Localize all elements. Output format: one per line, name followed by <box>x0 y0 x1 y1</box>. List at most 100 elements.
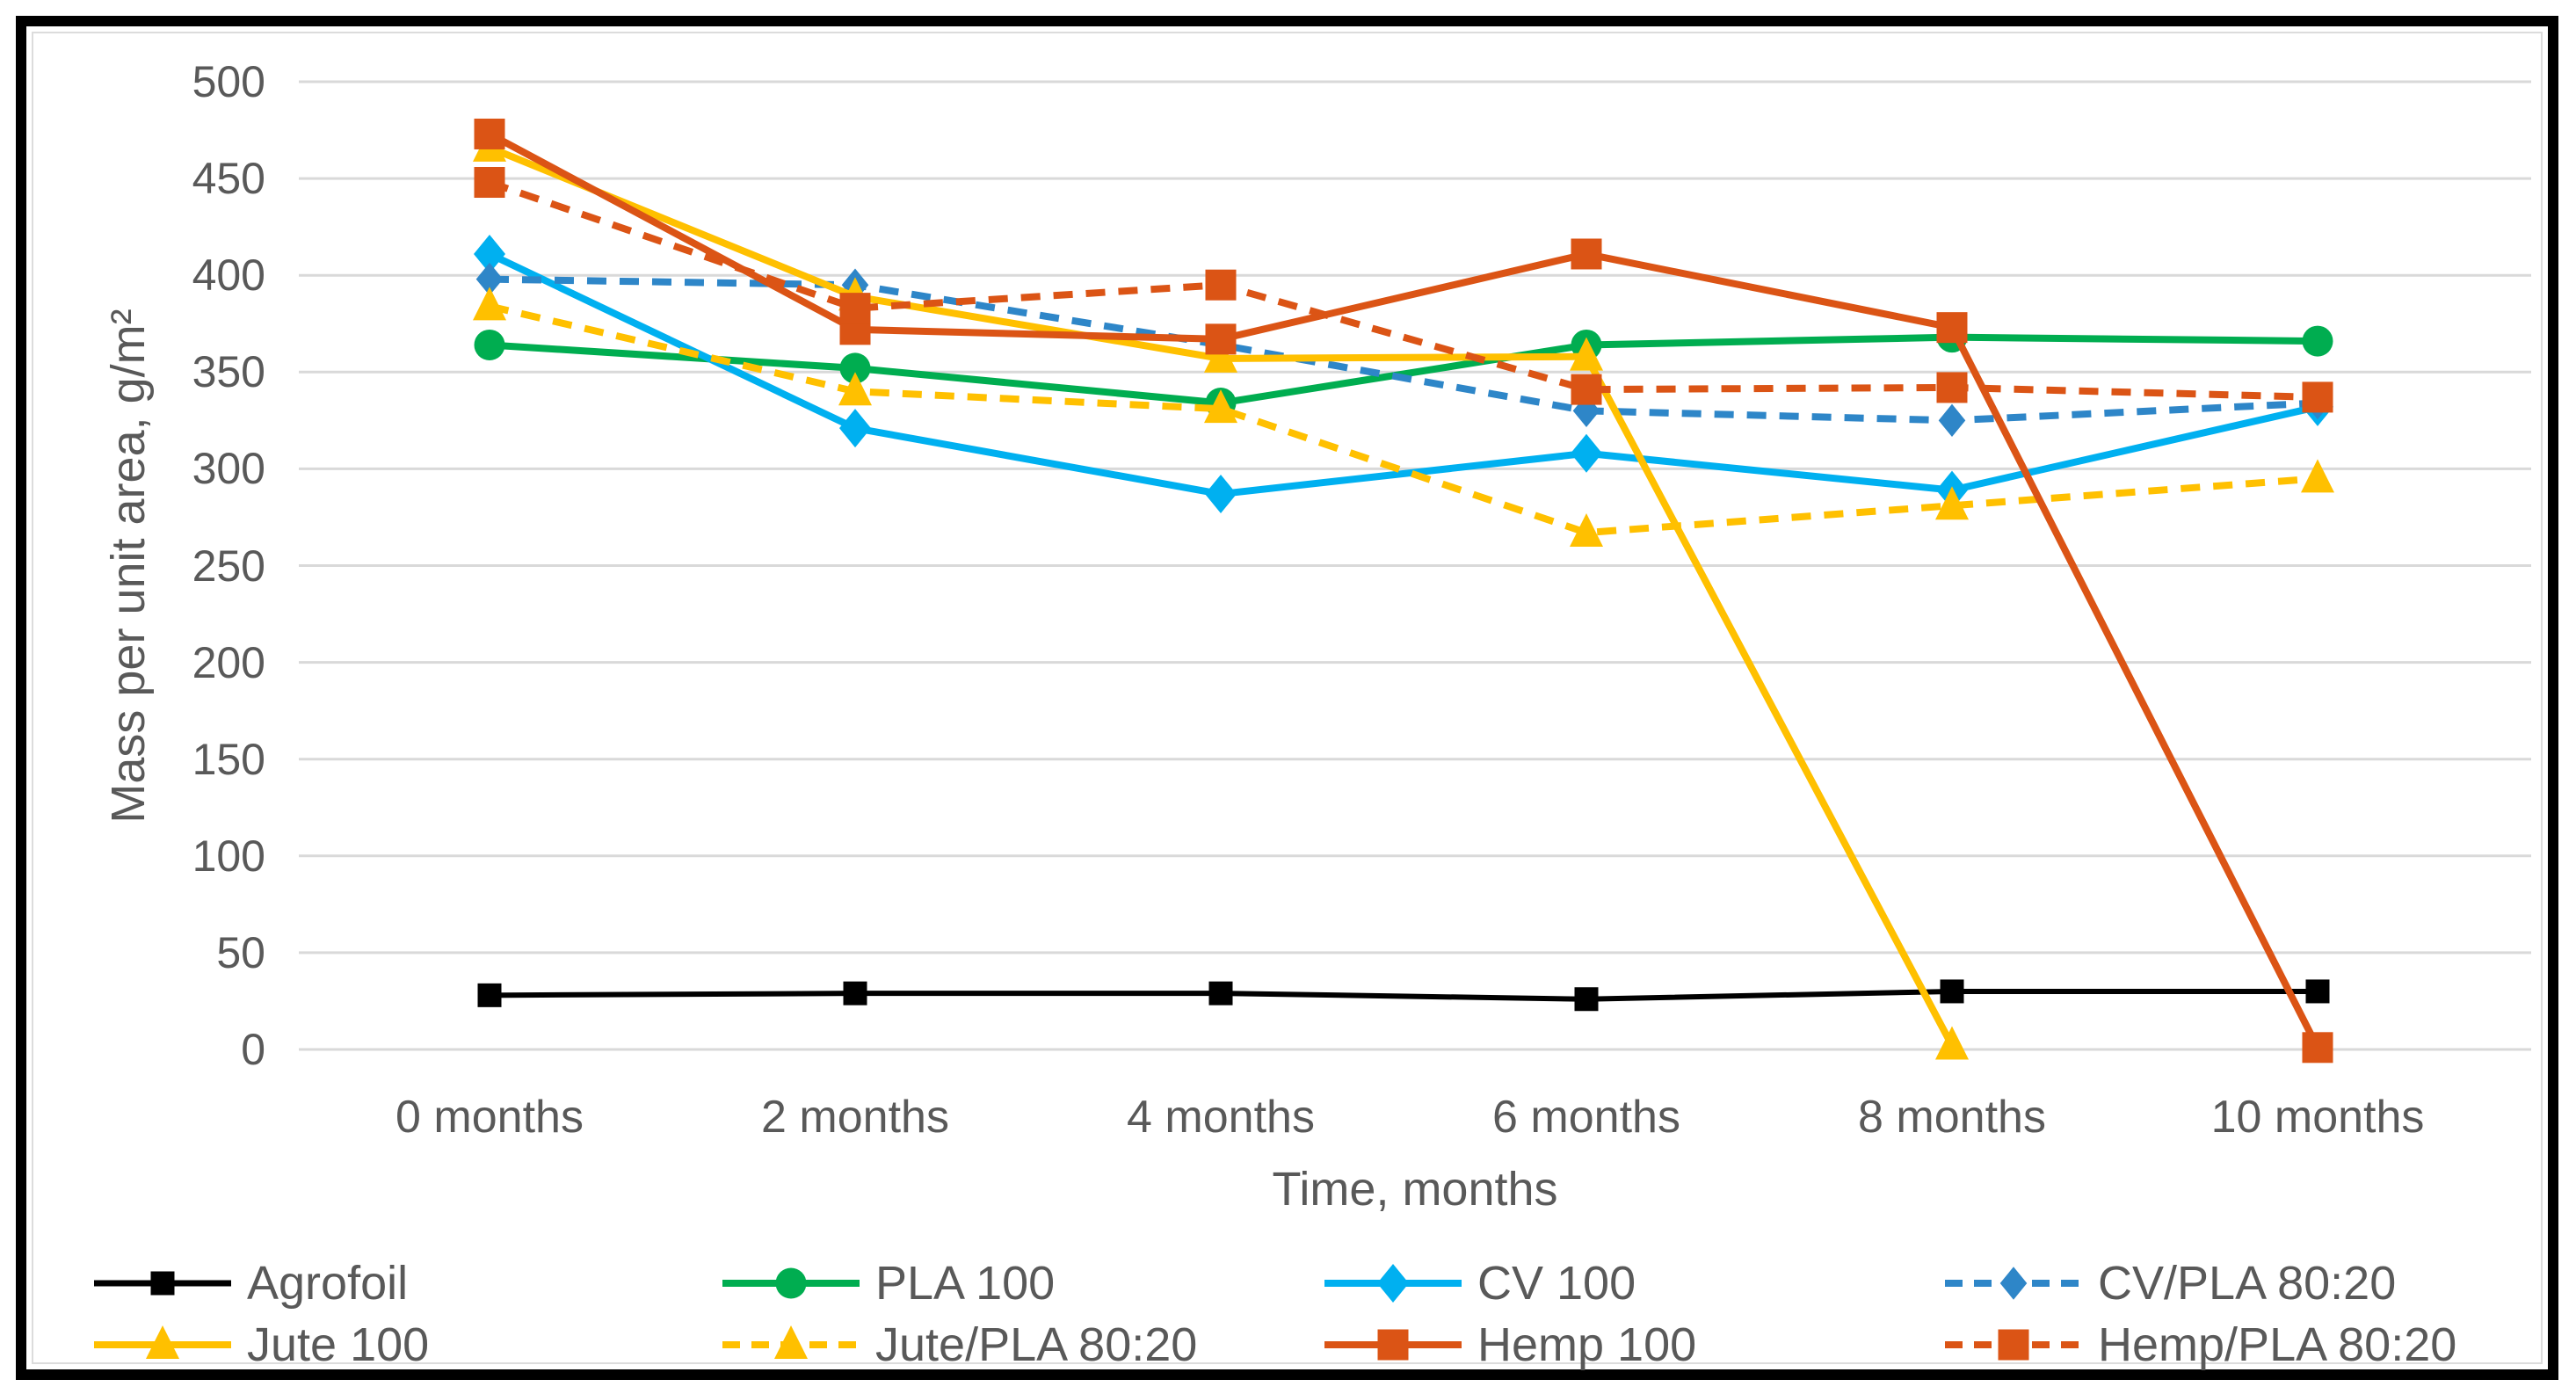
marker-jute-pla-80-20 <box>2301 459 2334 493</box>
marker-hemp-100 <box>1936 312 1968 344</box>
legend-item-jute-100: Jute 100 <box>92 1311 429 1378</box>
legend-marker-hemp-100 <box>1324 1329 1462 1361</box>
legend-label: PLA 100 <box>875 1257 1056 1310</box>
marker-hemp-100 <box>1205 323 1237 355</box>
series-line-hemp-pla-80-20 <box>488 178 2318 401</box>
legend-marker-cv-100 <box>1324 1264 1462 1303</box>
marker-hemp-pla-80-20 <box>839 293 871 324</box>
marker-jute-pla-80-20 <box>1570 513 1603 548</box>
legend-item-pla-100: PLA 100 <box>721 1250 1055 1317</box>
y-tick-label: 200 <box>192 637 265 687</box>
legend-marker-jute-100 <box>94 1325 231 1359</box>
legend-label: Agrofoil <box>247 1257 409 1310</box>
marker-jute-100 <box>1935 1026 1969 1060</box>
legend-marker-hemp-pla-80-20 <box>1945 1329 2082 1361</box>
marker-hemp-100 <box>474 118 505 149</box>
marker-agrofoil <box>477 983 502 1007</box>
legend-item-jute-pla-80-20: Jute/PLA 80:20 <box>721 1311 1197 1378</box>
y-tick-label: 500 <box>192 57 265 106</box>
legend-marker-glyph-hemp-pla-80-20 <box>1998 1329 2029 1361</box>
series-line-cv-100 <box>486 250 2321 498</box>
x-category-label: 6 months <box>1492 1092 1680 1143</box>
marker-hemp-pla-80-20 <box>2302 381 2333 413</box>
marker-cv-100 <box>474 234 505 273</box>
y-tick-label: 350 <box>192 347 265 397</box>
marker-hemp-pla-80-20 <box>1571 374 1602 405</box>
marker-jute-pla-80-20 <box>1935 486 1969 520</box>
series-jute-100 <box>473 127 1969 1060</box>
y-tick-label: 400 <box>192 250 265 301</box>
legend-label: CV/PLA 80:20 <box>2098 1257 2397 1310</box>
y-tick-label: 250 <box>192 541 265 591</box>
legend-label: Jute/PLA 80:20 <box>875 1318 1198 1371</box>
y-tick-label: 0 <box>241 1025 265 1074</box>
series-line-cv-pla-80-20 <box>489 275 2318 425</box>
marker-hemp-pla-80-20 <box>1205 269 1237 301</box>
marker-agrofoil <box>1574 987 1599 1012</box>
legend-marker-glyph-agrofoil <box>150 1271 175 1296</box>
series-jute-pla-80-20 <box>473 287 2334 548</box>
legend-label: CV 100 <box>1477 1257 1636 1310</box>
legend-marker-glyph-cv-pla-80-20 <box>1999 1267 2028 1300</box>
marker-hemp-100 <box>2302 1032 2333 1064</box>
legend-item-hemp-100: Hemp 100 <box>1323 1311 1696 1378</box>
marker-jute-100 <box>1204 338 1237 373</box>
chart-area-border <box>32 32 2543 1364</box>
marker-cv-pla-80-20 <box>475 262 504 296</box>
marker-jute-100 <box>1570 337 1603 371</box>
marker-pla-100 <box>474 329 505 360</box>
legend-label: Hemp 100 <box>1477 1318 1697 1371</box>
series-agrofoil <box>477 979 2330 1012</box>
series-line-pla-100 <box>486 333 2321 407</box>
x-category-label: 10 months <box>2210 1092 2425 1143</box>
legend-item-hemp-pla-80-20: Hemp/PLA 80:20 <box>1943 1311 2456 1378</box>
legend-marker-glyph-cv-100 <box>1377 1264 1409 1303</box>
legend-item-agrofoil: Agrofoil <box>92 1250 408 1317</box>
marker-hemp-pla-80-20 <box>1936 372 1968 403</box>
marker-jute-pla-80-20 <box>838 372 872 406</box>
x-category-label: 8 months <box>1858 1092 2046 1143</box>
y-tick-label: 50 <box>216 927 265 977</box>
x-axis-title: Time, months <box>1272 1163 1558 1216</box>
legend-marker-jute-pla-80-20 <box>722 1325 860 1359</box>
y-tick-label: 450 <box>192 154 265 204</box>
series-hemp-100 <box>474 118 2333 1064</box>
marker-agrofoil <box>843 981 867 1006</box>
legend-marker-pla-100 <box>722 1267 860 1299</box>
x-category-label: 2 months <box>761 1092 949 1143</box>
marker-pla-100 <box>839 352 871 384</box>
legend-marker-glyph-pla-100 <box>775 1267 807 1299</box>
series-cv-pla-80-20 <box>475 262 2332 438</box>
legend-label: Hemp/PLA 80:20 <box>2098 1318 2457 1371</box>
legend-label: Jute 100 <box>247 1318 430 1371</box>
x-category-label: 0 months <box>395 1092 584 1143</box>
marker-hemp-pla-80-20 <box>474 167 505 199</box>
legend-marker-glyph-hemp-100 <box>1377 1329 1409 1361</box>
series-line-hemp-100 <box>486 130 2321 1051</box>
marker-hemp-100 <box>1571 238 1602 270</box>
legend-item-cv-100: CV 100 <box>1323 1250 1636 1317</box>
legend-marker-cv-pla-80-20 <box>1945 1267 2082 1300</box>
marker-cv-100 <box>1571 433 1602 473</box>
legend-marker-glyph-jute-100 <box>146 1325 179 1359</box>
y-tick-label: 300 <box>192 444 265 494</box>
legend-marker-glyph-jute-pla-80-20 <box>774 1325 808 1359</box>
marker-agrofoil <box>2305 979 2330 1004</box>
gridlines <box>299 80 2531 1051</box>
series-hemp-pla-80-20 <box>474 167 2333 413</box>
series-line-agrofoil <box>487 988 2320 1002</box>
marker-jute-pla-80-20 <box>1204 389 1237 424</box>
y-tick-label: 150 <box>192 734 265 784</box>
marker-cv-100 <box>1205 475 1237 514</box>
y-tick-label: 100 <box>192 831 265 881</box>
marker-pla-100 <box>2302 325 2333 357</box>
x-category-label: 4 months <box>1127 1092 1315 1143</box>
legend-marker-agrofoil <box>94 1271 231 1296</box>
marker-cv-pla-80-20 <box>1938 403 1966 438</box>
marker-agrofoil <box>1208 981 1233 1006</box>
marker-jute-pla-80-20 <box>473 287 506 321</box>
legend-item-cv-pla-80-20: CV/PLA 80:20 <box>1943 1250 2396 1317</box>
marker-cv-100 <box>839 409 871 448</box>
